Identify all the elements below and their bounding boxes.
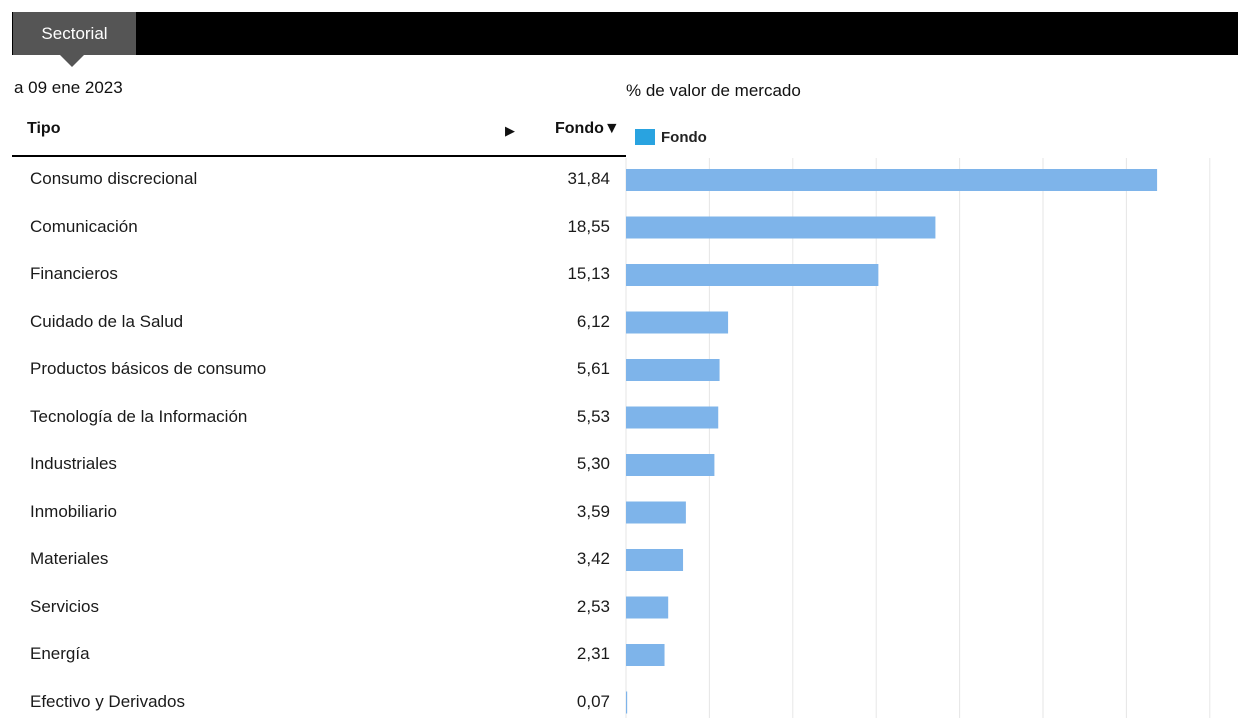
chart-title: % de valor de mercado (626, 81, 801, 100)
row-value: 3,42 (576, 549, 610, 568)
row-label: Industriales (30, 454, 117, 473)
row-value: 15,13 (567, 264, 610, 283)
tab-bar (12, 12, 1238, 55)
row-value: 3,59 (576, 501, 610, 521)
chart-legend: Fondo (635, 127, 707, 147)
row-label: Consumo discrecional (30, 169, 198, 188)
bar-0[interactable] (626, 169, 1158, 191)
expand-arrow-icon[interactable]: ▶ (505, 123, 515, 138)
row-value: 18,55 (567, 216, 610, 236)
sort-desc-icon: ▼ (603, 120, 620, 137)
header-divider (12, 155, 626, 157)
row-value: 6,12 (576, 311, 610, 331)
row-value: 5,61 (576, 359, 610, 378)
bar-11[interactable] (626, 691, 628, 714)
row-value: 5,53 (576, 406, 610, 426)
row-value: 5,30 (576, 454, 610, 473)
row-label: Servicios (30, 596, 99, 616)
bar-6[interactable] (626, 454, 715, 476)
row-label: Productos básicos de consumo (30, 359, 267, 378)
bar-2[interactable] (626, 264, 879, 286)
bar-9[interactable] (626, 596, 669, 619)
bar-4[interactable] (626, 359, 720, 381)
bar-1[interactable] (626, 216, 936, 239)
row-label: Financieros (30, 264, 118, 283)
row-value: 2,53 (576, 596, 610, 616)
sector-bar-chart (625, 158, 1211, 718)
legend-swatch (635, 129, 655, 145)
as-of-date: a 09 ene 2023 (14, 78, 123, 97)
tab-active-caret (60, 55, 84, 67)
row-label: Materiales (30, 549, 109, 568)
row-value: 31,84 (567, 169, 610, 188)
row-label: Cuidado de la Salud (30, 311, 184, 331)
column-header-type: Tipo (27, 120, 61, 137)
tab-sectorial[interactable]: Sectorial (13, 12, 136, 55)
row-label: Energía (30, 644, 90, 663)
bar-7[interactable] (626, 501, 686, 524)
row-label: Tecnología de la Información (30, 406, 248, 426)
row-value: 2,31 (576, 644, 610, 663)
row-label: Comunicación (30, 216, 138, 236)
row-value: 0,07 (576, 691, 610, 711)
bar-5[interactable] (626, 406, 719, 429)
column-header-fondo-label: Fondo (555, 120, 604, 137)
bar-10[interactable] (626, 644, 665, 666)
bar-8[interactable] (626, 549, 684, 571)
row-label: Efectivo y Derivados (30, 691, 185, 711)
row-label: Inmobiliario (30, 501, 117, 521)
column-header-fondo[interactable]: Fondo▼ (555, 120, 620, 138)
legend-label: Fondo (661, 128, 707, 146)
bar-3[interactable] (626, 311, 729, 334)
